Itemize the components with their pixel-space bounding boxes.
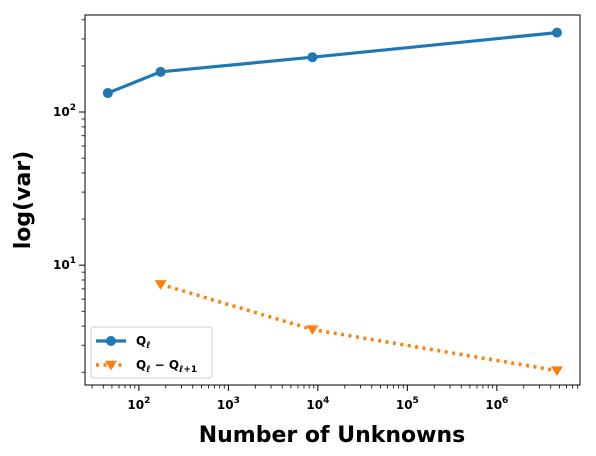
y-axis-title: log(var): [11, 151, 36, 250]
x-tick-label: 106: [485, 396, 508, 412]
series-2: [154, 280, 563, 376]
y-tick-label: 101: [53, 256, 76, 272]
legend-marker: [105, 360, 117, 371]
data-point: [550, 366, 563, 376]
series-line-1: [107, 31, 558, 95]
x-tick-label: 105: [396, 396, 419, 412]
data-point: [155, 66, 166, 77]
data-point: [306, 325, 319, 335]
axes-frame: [84, 14, 581, 386]
data-point: [307, 52, 318, 63]
x-tick-label: 104: [306, 396, 329, 412]
y-tick-label: 102: [53, 103, 76, 119]
plot-area: 102 103 104 105 106 101 102: [53, 14, 581, 412]
data-point: [102, 88, 113, 99]
x-tick-label: 102: [127, 396, 150, 412]
minor-ticks: [81, 19, 579, 389]
series-1: [102, 27, 562, 99]
series-layer: [102, 27, 563, 376]
data-point: [551, 27, 562, 38]
data-point: [154, 280, 167, 290]
x-axis-title: Number of Unknowns: [199, 423, 466, 448]
legend-marker: [106, 336, 116, 346]
x-tick-label: 103: [217, 396, 240, 412]
